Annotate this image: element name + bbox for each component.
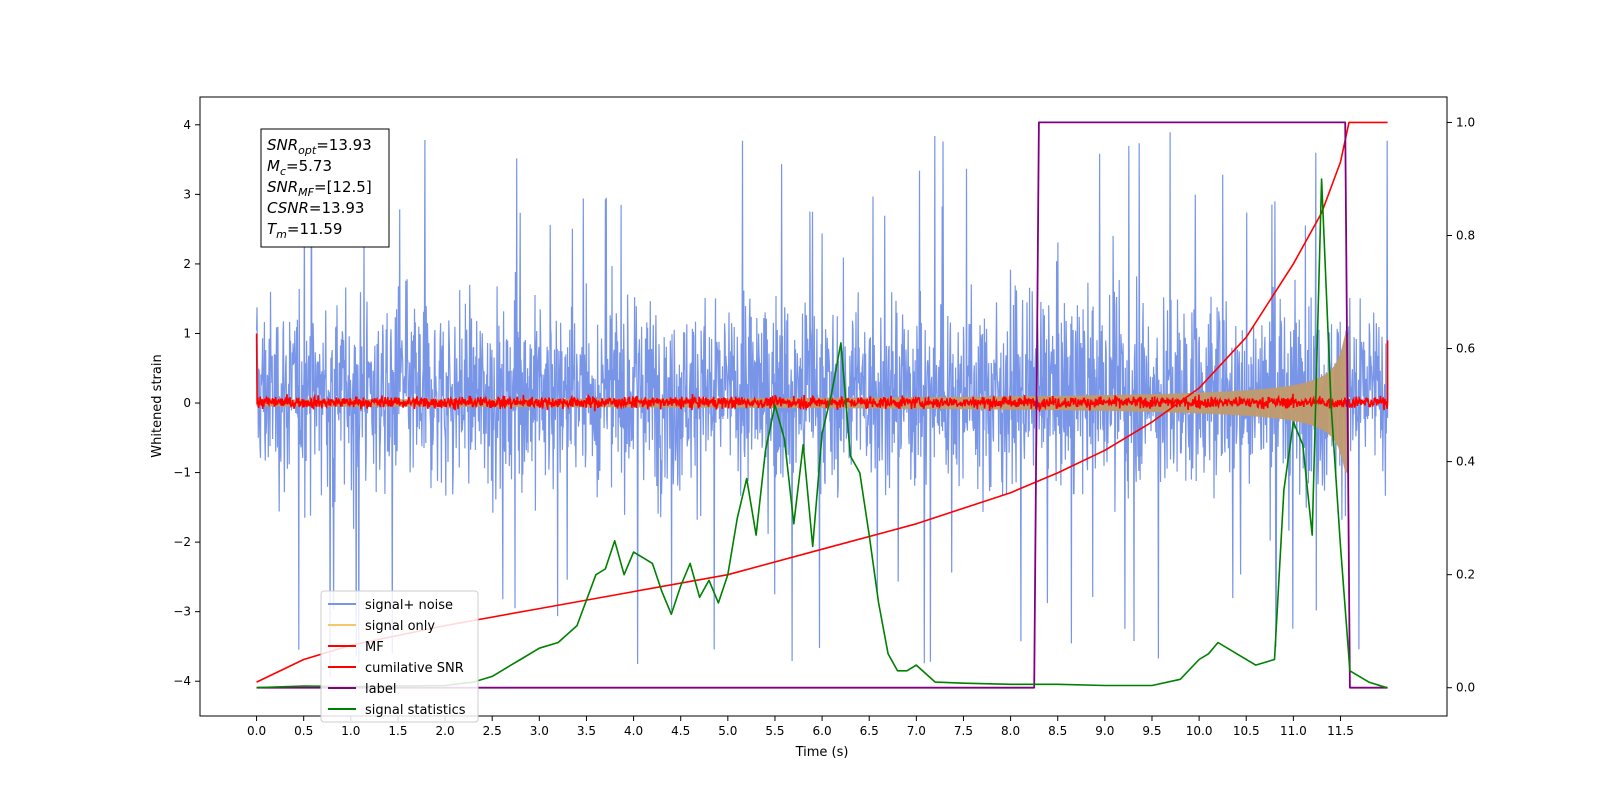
y-axis-left: 4 3 2 1 0 −1 −2 −3 −4 <box>173 118 200 688</box>
x-tick-label: 3.0 <box>530 724 549 738</box>
y-right-tick-label: 1.0 <box>1456 115 1475 129</box>
legend-entry: MF <box>365 640 384 655</box>
x-tick-label: 0.5 <box>294 724 313 738</box>
series-label <box>256 121 1388 689</box>
x-tick-label: 10.0 <box>1186 724 1213 738</box>
x-tick-label: 4.0 <box>624 724 643 738</box>
x-tick-label: 8.0 <box>1001 724 1020 738</box>
plot-frame <box>199 96 1448 717</box>
legend-entry: signal only <box>365 619 435 634</box>
x-tick-label: 8.5 <box>1048 724 1067 738</box>
legend-frame <box>320 590 479 723</box>
annotation-line: SNRopt=13.93 <box>267 136 372 157</box>
y-left-tick-label: −2 <box>173 535 191 549</box>
x-tick-label: 1.5 <box>388 724 407 738</box>
annotation-line: Mc=5.73 <box>267 157 332 178</box>
y-left-tick-label: −1 <box>173 466 191 480</box>
annotation-line: SNRMF=[12.5] <box>267 178 372 199</box>
y-left-tick-label: 4 <box>183 118 191 132</box>
legend-entry: signal statistics <box>365 703 466 718</box>
x-tick-label: 11.0 <box>1280 724 1307 738</box>
y-right-tick-label: 0.2 <box>1456 568 1475 582</box>
x-axis: 0.0 0.5 1.0 1.5 2.0 2.5 3.0 3.5 4.0 4.5 5.0 5.5 6.0 6… <box>247 716 1354 738</box>
x-tick-label: 7.5 <box>954 724 973 738</box>
y-left-tick-label: 0 <box>183 396 191 410</box>
x-tick-label: 0.0 <box>247 724 266 738</box>
x-tick-label: 1.0 <box>341 724 360 738</box>
x-tick-label: 5.5 <box>765 724 784 738</box>
x-tick-label: 9.0 <box>1095 724 1114 738</box>
x-tick-label: 2.0 <box>436 724 455 738</box>
x-tick-label: 6.5 <box>860 724 879 738</box>
x-tick-label: 7.0 <box>907 724 926 738</box>
legend: signal+ noise signal only MF cumilative SNR… <box>320 590 479 723</box>
legend-entry: label <box>365 682 396 697</box>
y-left-tick-label: −4 <box>173 674 191 688</box>
y-right-tick-label: 0.6 <box>1456 342 1475 356</box>
legend-entry: signal+ noise <box>365 598 453 613</box>
y-left-tick-label: 1 <box>183 326 191 340</box>
annotation-frame <box>260 128 390 248</box>
y-right-tick-label: 0.8 <box>1456 228 1475 242</box>
y-left-tick-label: 2 <box>183 257 191 271</box>
y-axis-label: Whitened strain <box>150 354 165 457</box>
x-tick-label: 4.5 <box>671 724 690 738</box>
y-left-tick-label: 3 <box>183 187 191 201</box>
y-right-tick-label: 0.0 <box>1456 681 1475 695</box>
annotation-line: Tm=11.59 <box>267 220 342 241</box>
y-right-tick-label: 0.4 <box>1456 455 1475 469</box>
series-signal-plus-noise <box>256 132 1389 678</box>
x-tick-label: 9.5 <box>1142 724 1161 738</box>
x-tick-label: 3.5 <box>577 724 596 738</box>
y-axis-right: 1.0 0.8 0.6 0.4 0.2 0.0 <box>1447 115 1475 695</box>
y-left-tick-label: −3 <box>173 605 191 619</box>
annotation-line: CSNR=13.93 <box>267 199 364 217</box>
x-tick-label: 5.0 <box>718 724 737 738</box>
x-tick-label: 11.5 <box>1327 724 1354 738</box>
series-signal-statistics <box>256 178 1387 689</box>
x-tick-label: 10.5 <box>1233 724 1260 738</box>
parameter-annotation-box: SNRopt=13.93Mc=5.73SNRMF=[12.5]CSNR=13.9… <box>260 128 390 248</box>
legend-entry: cumilative SNR <box>365 661 464 676</box>
series-mf <box>255 333 1389 412</box>
x-tick-label: 2.5 <box>483 724 502 738</box>
x-tick-label: 6.0 <box>813 724 832 738</box>
x-axis-label: Time (s) <box>795 745 849 760</box>
